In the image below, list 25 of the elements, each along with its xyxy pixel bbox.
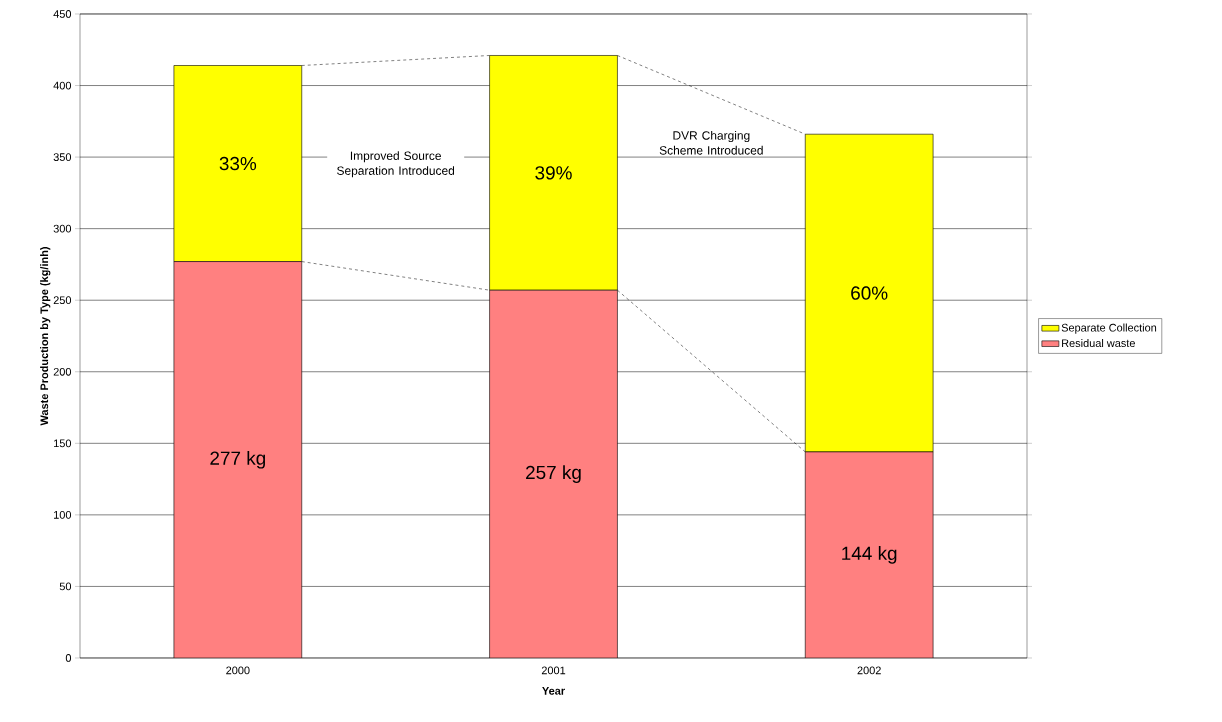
y-tick-label: 200	[53, 367, 72, 376]
y-tick-label: 350	[53, 153, 72, 161]
annotation: DVR Charging Scheme Introduced	[659, 130, 763, 155]
y-tick-label: 250	[53, 296, 72, 305]
x-tick-label: 2001	[541, 666, 566, 675]
y-tick-label: 0	[65, 654, 72, 662]
y-tick-label: 150	[54, 439, 72, 448]
y-tick-label: 400	[53, 81, 72, 90]
legend-label: Residual waste	[1062, 338, 1135, 348]
data-label: 257 kg	[526, 465, 581, 483]
y-tick-label: 100	[54, 511, 72, 519]
x-axis-title: Year	[542, 687, 565, 695]
y-axis-title: Waste Production by Type (kg/inh)	[40, 247, 51, 426]
x-tick-label: 2002	[857, 666, 881, 675]
data-label: 144 kg	[842, 546, 897, 564]
annotation: 33%	[219, 156, 257, 171]
y-tick-label: 50	[59, 582, 72, 591]
data-label: 277 kg	[210, 450, 265, 469]
y-tick-label: 450	[53, 10, 72, 18]
y-tick-label: 300	[53, 224, 72, 233]
annotation: 39%	[535, 166, 572, 180]
x-tick-label: 2000	[226, 666, 250, 675]
legend-label: Separate Collection	[1061, 323, 1157, 334]
annotation: 60%	[851, 286, 888, 300]
annotation: Improved Source Separation Introduced	[337, 151, 455, 178]
